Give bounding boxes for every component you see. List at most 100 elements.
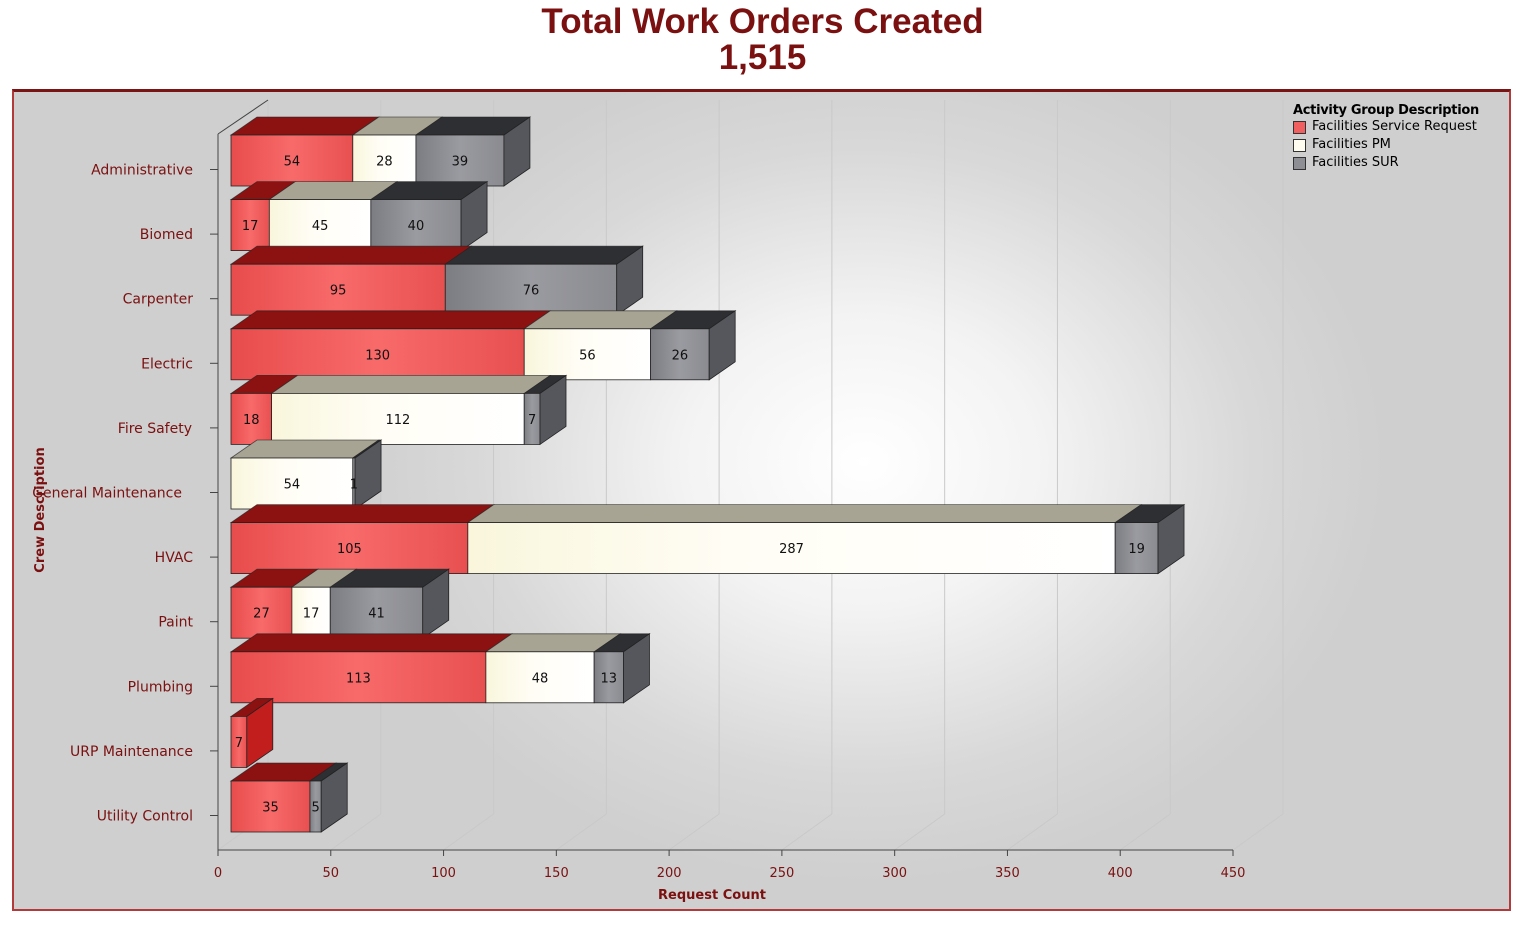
y-axis-title: Crew Description xyxy=(33,447,48,572)
bar-urp-maintenance-facilities-service-request-value-label: 7 xyxy=(235,736,243,751)
bar-plumbing-facilities-sur-value-label: 13 xyxy=(601,671,618,686)
bar-electric-facilities-pm-value-label: 56 xyxy=(579,348,596,363)
bar-plumbing-facilities-service-request xyxy=(230,651,487,704)
legend-swatch-pm xyxy=(1293,138,1306,152)
x-tick-label-0: 0 xyxy=(214,866,222,881)
bar-carpenter-facilities-sur-side xyxy=(616,245,644,316)
bar-biomed-facilities-pm-value-label: 45 xyxy=(312,219,329,234)
bar-paint-facilities-service-request-value-label: 27 xyxy=(253,607,270,622)
category-label-general-maintenance: General Maintenance xyxy=(32,486,182,502)
bar-fire-safety-facilities-pm-top xyxy=(270,374,552,394)
bar-hvac-facilities-service-request xyxy=(230,522,469,574)
bar-electric-facilities-service-request-top xyxy=(229,310,552,330)
bar-plumbing-facilities-sur-side xyxy=(623,633,650,704)
x-tick-label-200: 200 xyxy=(657,866,682,881)
x-tick-label-150: 150 xyxy=(544,866,569,881)
x-tick-label-250: 250 xyxy=(769,866,794,881)
bar-fire-safety-facilities-sur-value-label: 7 xyxy=(528,413,536,428)
legend-title: Activity Group Description xyxy=(1293,103,1479,118)
bar-utility-control-facilities-service-request xyxy=(230,780,311,833)
bar-hvac-facilities-pm xyxy=(467,522,1116,574)
category-label-urp-maintenance: URP Maintenance xyxy=(70,744,193,760)
bar-electric-facilities-sur xyxy=(650,328,710,381)
category-label-administrative: Administrative xyxy=(91,163,193,179)
bar-carpenter-facilities-sur-top xyxy=(443,245,644,265)
x-tick-label-300: 300 xyxy=(882,866,907,881)
bar-electric-facilities-pm-top xyxy=(522,310,678,330)
category-label-plumbing: Plumbing xyxy=(128,679,193,695)
y-axis-depth-line xyxy=(217,99,269,135)
floor-gridline-100 xyxy=(443,813,494,851)
bar-fire-safety-facilities-service-request-value-label: 18 xyxy=(243,413,260,428)
legend-item-sur: Facilities SUR xyxy=(1293,154,1479,172)
category-label-utility-control: Utility Control xyxy=(97,809,193,825)
bar-biomed-facilities-service-request-value-label: 17 xyxy=(242,219,259,234)
bar-fire-safety-facilities-pm-value-label: 112 xyxy=(385,413,410,428)
bar-plumbing-facilities-service-request-top xyxy=(229,633,514,653)
category-label-electric: Electric xyxy=(141,356,193,372)
floor-gridline-400 xyxy=(1119,813,1171,851)
bar-electric-facilities-sur-side xyxy=(708,310,736,381)
x-tick-label-350: 350 xyxy=(995,866,1020,881)
bar-electric-facilities-service-request xyxy=(230,328,525,381)
x-tick-label-50: 50 xyxy=(323,866,340,881)
bar-administrative-facilities-pm-value-label: 28 xyxy=(376,155,393,170)
floor-gridline-350 xyxy=(1007,813,1058,851)
bar-plumbing-facilities-service-request-value-label: 113 xyxy=(346,671,371,686)
bar-electric-facilities-service-request-value-label: 130 xyxy=(365,348,390,363)
bar-administrative-facilities-sur xyxy=(415,134,505,187)
legend-swatch-service-request xyxy=(1293,120,1306,134)
bar-carpenter-facilities-service-request-top xyxy=(229,245,473,265)
bar-utility-control-facilities-sur-side xyxy=(320,762,348,833)
bar-utility-control-facilities-service-request-value-label: 35 xyxy=(262,801,279,816)
bar-biomed-facilities-sur-value-label: 40 xyxy=(408,219,425,234)
category-label-hvac: HVAC xyxy=(155,550,194,566)
bar-administrative-facilities-sur-side xyxy=(503,116,531,187)
bar-biomed-facilities-sur-side xyxy=(460,180,488,252)
bar-plumbing-facilities-pm xyxy=(485,651,595,704)
bar-plumbing-facilities-pm-value-label: 48 xyxy=(532,671,549,686)
legend-label-service-request: Facilities Service Request xyxy=(1312,119,1477,134)
bar-administrative-facilities-pm xyxy=(352,134,417,187)
bar-paint-facilities-sur-side xyxy=(422,568,450,639)
bar-hvac-facilities-pm-value-label: 287 xyxy=(779,542,804,557)
bar-carpenter-facilities-service-request xyxy=(230,263,446,316)
category-label-biomed: Biomed xyxy=(140,227,193,243)
bar-general-maintenance-facilities-pm-value-label: 54 xyxy=(284,478,301,493)
floor-gridline-50 xyxy=(330,813,382,851)
bar-general-maintenance-facilities-sur-value-label: 1 xyxy=(350,478,358,493)
bar-paint-facilities-pm xyxy=(291,586,331,639)
chart-title-block: Total Work Orders Created 1,515 xyxy=(0,4,1521,76)
bar-administrative-facilities-service-request-value-label: 54 xyxy=(284,155,301,170)
category-label-paint: Paint xyxy=(158,615,193,631)
bar-fire-safety-facilities-pm xyxy=(271,392,525,445)
chart-legend: Activity Group Description Facilities Se… xyxy=(1293,103,1479,172)
floor-gridline-450 xyxy=(1232,813,1284,851)
chart-title: Total Work Orders Created xyxy=(541,2,984,41)
x-tick-label-450: 450 xyxy=(1221,866,1246,881)
bar-paint-facilities-sur xyxy=(329,586,424,639)
bar-carpenter-facilities-service-request-value-label: 95 xyxy=(330,284,347,299)
bar-paint-facilities-pm-value-label: 17 xyxy=(303,607,320,622)
bar-fire-safety-facilities-sur-side xyxy=(539,374,567,446)
bar-hvac-facilities-service-request-value-label: 105 xyxy=(337,542,362,557)
category-label-carpenter: Carpenter xyxy=(123,292,194,308)
bar-electric-facilities-sur-value-label: 26 xyxy=(672,348,689,363)
x-tick-label-400: 400 xyxy=(1108,866,1133,881)
legend-item-service-request: Facilities Service Request xyxy=(1293,118,1479,136)
bar-biomed-facilities-pm xyxy=(268,199,372,252)
bar-carpenter-facilities-sur-value-label: 76 xyxy=(523,284,540,299)
bar-paint-facilities-service-request xyxy=(230,586,293,639)
bar-hvac-facilities-service-request-top xyxy=(229,504,496,523)
floor-gridline-200 xyxy=(668,813,720,851)
chart-total: 1,515 xyxy=(718,38,807,77)
bar-paint-facilities-sur-value-label: 41 xyxy=(368,607,385,622)
bar-hvac-facilities-sur-side xyxy=(1157,503,1185,575)
x-tick-label-100: 100 xyxy=(431,866,456,881)
legend-label-sur: Facilities SUR xyxy=(1312,155,1399,170)
bar-hvac-facilities-sur-value-label: 19 xyxy=(1128,542,1145,557)
bar-administrative-facilities-service-request xyxy=(230,134,354,187)
legend-item-pm: Facilities PM xyxy=(1293,136,1479,154)
floor-gridline-250 xyxy=(781,813,833,851)
